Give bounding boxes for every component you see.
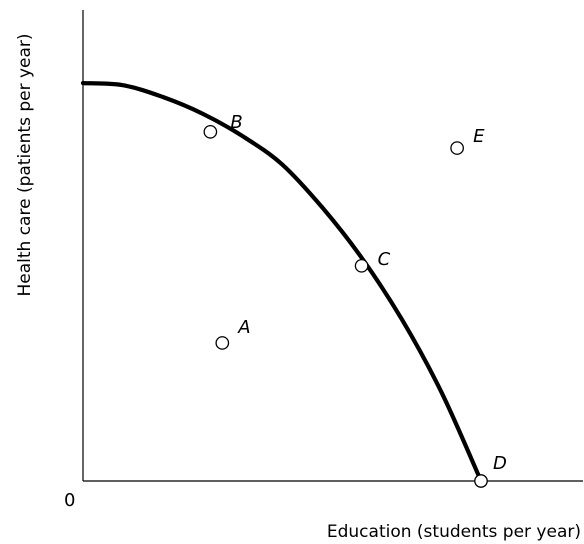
point-label: B <box>230 112 242 133</box>
production-possibilities-curve <box>80 81 484 484</box>
origin-label: 0 <box>64 490 75 511</box>
point-label: E <box>473 126 485 147</box>
points-layer: A B C D E <box>203 112 507 488</box>
point-label: A <box>237 317 250 338</box>
point-label: C <box>378 249 391 270</box>
point-marker <box>450 141 464 155</box>
y-axis-label: Health care (patients per year) <box>15 33 35 296</box>
point-marker <box>474 474 488 488</box>
point-b: B <box>203 112 243 139</box>
point-e: E <box>450 126 485 155</box>
point-marker <box>215 336 230 350</box>
point-c: C <box>354 249 391 273</box>
point-marker <box>203 124 218 139</box>
point-label: D <box>493 453 507 474</box>
point-d: D <box>474 453 507 488</box>
axes <box>82 10 583 482</box>
x-axis-label: Education (students per year) <box>327 522 581 542</box>
point-a: A <box>215 317 251 350</box>
point-marker <box>354 258 369 273</box>
